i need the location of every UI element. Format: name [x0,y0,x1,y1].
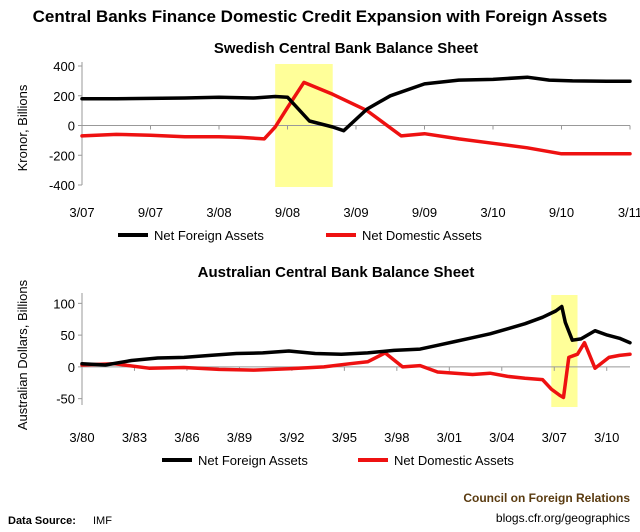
bottom-x-tick-label: 3/10 [594,430,619,445]
bottom-chart-title: Australian Central Bank Balance Sheet [198,264,475,281]
bottom-y-tick-label: 50 [61,328,75,343]
bottom-series-line-net-domestic-assets [80,340,632,400]
top-chart-title: Swedish Central Bank Balance Sheet [214,40,478,57]
top-y-tick-label: 400 [53,59,75,74]
credit-organization: Council on Foreign Relations [463,491,630,505]
top-y-tick-label: 0 [68,119,75,134]
source-value: IMF [93,515,112,527]
figure-title: Central Banks Finance Domestic Credit Ex… [33,7,608,26]
top-y-axis-label: Kronor, Billions [15,84,30,171]
bottom-y-axis-label: Australian Dollars, Billions [15,279,30,430]
top-x-tick-label: 3/10 [480,205,505,220]
bottom-x-tick-label: 3/80 [69,430,94,445]
top-x-tick-label: 9/10 [549,205,574,220]
top-legend-label-foreign: Net Foreign Assets [154,228,264,243]
bottom-plot-area: 100 50 0 -50 3/80 3/83 3/86 3/89 3/92 3/95 3/98 3/0… [53,293,632,445]
top-legend-label-domestic: Net Domestic Assets [362,228,482,243]
top-y-tick-label: 200 [53,89,75,104]
top-plot-area: 400 200 0 -200 -400 3/07 9/07 3/08 9/08 3/09 9/09 3… [49,59,640,220]
top-x-tick-label: 3/07 [69,205,94,220]
top-x-tick-label: 9/09 [412,205,437,220]
bottom-x-tick-label: 3/01 [437,430,462,445]
top-y-tick-label: -200 [49,148,75,163]
bottom-x-tick-label: 3/83 [122,430,147,445]
top-x-tick-label: 3/08 [206,205,231,220]
bottom-x-tick-label: 3/86 [174,430,199,445]
credit-url: blogs.cfr.org/geographics [496,511,630,525]
top-series-line-net-foreign-assets [80,75,632,133]
bottom-y-tick-label: 100 [53,296,75,311]
bottom-x-tick-label: 3/04 [489,430,514,445]
bottom-series-line-net-foreign-assets [80,304,632,367]
bottom-x-tick-label: 3/92 [279,430,304,445]
top-x-tick-label: 9/07 [138,205,163,220]
bottom-legend-label-foreign: Net Foreign Assets [198,453,308,468]
top-legend: Net Foreign Assets Net Domestic Assets [118,228,482,243]
top-series-line-net-domestic-assets [80,80,632,156]
bottom-legend-label-domestic: Net Domestic Assets [394,453,514,468]
top-x-tick-label: 9/08 [275,205,300,220]
bottom-x-tick-label: 3/98 [384,430,409,445]
source-label: Data Source: [8,515,76,527]
bottom-x-tick-label: 3/95 [332,430,357,445]
top-x-tick-label: 3/09 [343,205,368,220]
bottom-x-tick-label: 3/89 [227,430,252,445]
bottom-y-tick-label: 0 [68,360,75,375]
bottom-y-tick-label: -50 [56,392,75,407]
bottom-x-tick-label: 3/07 [542,430,567,445]
bottom-legend: Net Foreign Assets Net Domestic Assets [162,453,514,468]
top-y-tick-label: -400 [49,178,75,193]
top-x-tick-label: 3/11 [618,205,640,220]
